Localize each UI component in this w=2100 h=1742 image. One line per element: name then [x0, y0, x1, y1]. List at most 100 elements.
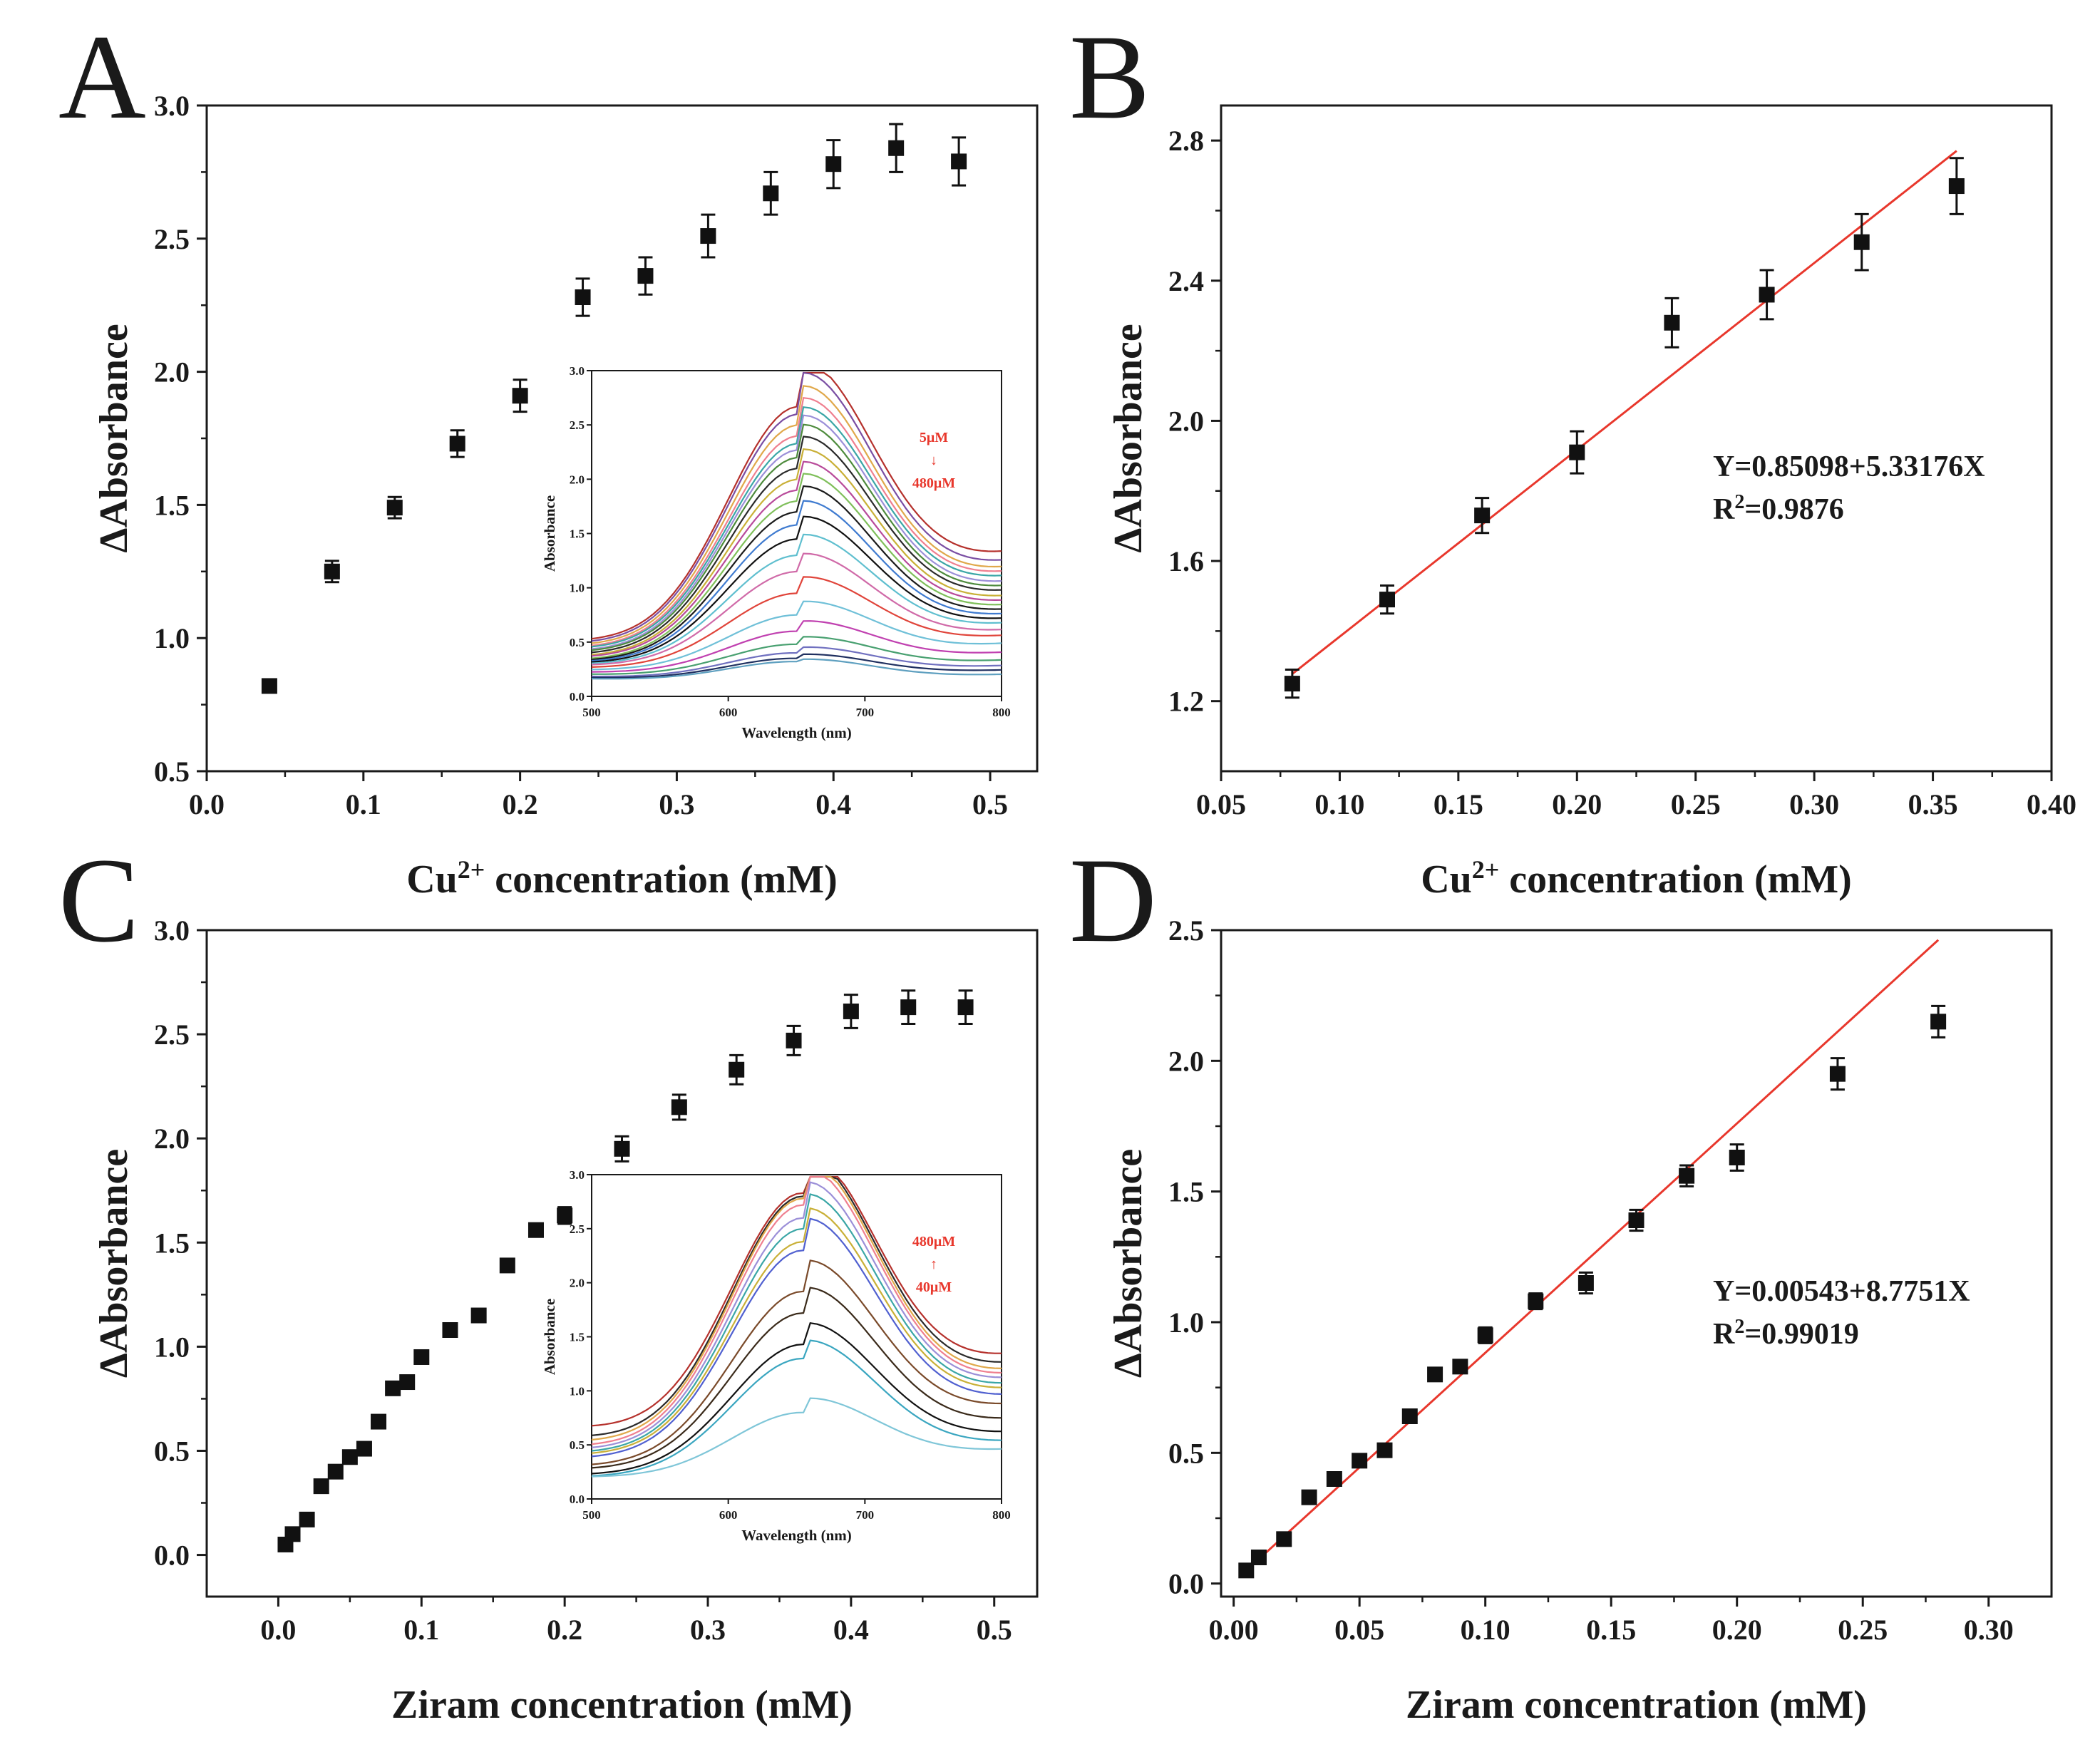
x-axis-title-text: Ziram concentration (mM) — [1406, 1683, 1867, 1727]
inset-y-tick-label: 2.5 — [570, 1222, 585, 1236]
regression-equation: Y=0.85098+5.33176X — [1713, 450, 1985, 483]
spectrum-line — [591, 1207, 1002, 1454]
data-point — [327, 1463, 344, 1480]
data-point — [1276, 1531, 1292, 1547]
inset-x-axis-title: Wavelength (nm) — [741, 1527, 852, 1544]
spectrum-line — [591, 600, 1002, 671]
x-tick-label: 0.5 — [977, 1614, 1012, 1646]
data-point — [700, 228, 716, 244]
data-point — [356, 1440, 372, 1457]
spectrum-line — [591, 653, 1002, 679]
x-axis-title-text: Cu — [406, 857, 458, 902]
data-point — [729, 1061, 745, 1078]
x-tick-label: 0.1 — [346, 788, 381, 820]
inset-x-axis-title: Wavelength (nm) — [741, 724, 852, 741]
data-point — [470, 1307, 487, 1324]
data-point — [1301, 1489, 1317, 1505]
x-axis-title-tail: concentration (mM) — [1499, 857, 1852, 902]
spectrum-line — [591, 371, 1002, 640]
spectrum-line — [591, 485, 1002, 661]
inset-spectra: 500 600 700 800 0.0 0.5 1.0 1.5 2.0 2.5 3.0 Wavelen… — [541, 364, 1011, 741]
inset-annotation-arrow: ↑ — [930, 1257, 937, 1272]
data-point — [957, 999, 974, 1016]
panel-letter: D — [1069, 833, 1157, 967]
data-point — [888, 140, 905, 156]
data-point — [1474, 507, 1491, 524]
y-tick-label: 3.0 — [154, 914, 190, 947]
x-tick-label: 0.20 — [1712, 1614, 1762, 1646]
data-point — [614, 1140, 630, 1157]
inset-x-tick-label: 500 — [582, 706, 601, 719]
inset-x-tick-label: 800 — [992, 1508, 1011, 1522]
spectrum-line — [591, 576, 1002, 668]
spectrum-line — [591, 406, 1002, 648]
x-tick-label: 0.10 — [1461, 1614, 1510, 1646]
data-point — [512, 388, 528, 404]
inset-x-tick-label: 700 — [856, 1508, 875, 1522]
data-point — [1528, 1293, 1544, 1309]
y-axis-title: ΔAbsorbance — [92, 1149, 136, 1378]
inset-y-tick-label: 0.5 — [570, 636, 585, 649]
spectrum-line — [591, 646, 1002, 678]
x-axis-title-text: Cu — [1421, 857, 1472, 902]
spectrum-line — [591, 515, 1002, 663]
r-squared-value: =0.9876 — [1744, 493, 1843, 526]
spectrum-line — [591, 385, 1002, 644]
x-axis-title-superscript: 2+ — [1472, 855, 1500, 884]
inset-annotation-end: 480μM — [912, 475, 955, 491]
r-squared-superscript: 2 — [1734, 1316, 1744, 1338]
data-point — [1679, 1168, 1695, 1184]
y-tick-label: 2.0 — [1168, 405, 1204, 437]
regression-equation: Y=0.00543+8.7751X — [1713, 1275, 1970, 1308]
x-tick-label: 0.25 — [1671, 788, 1721, 820]
inset-x-tick-label: 600 — [719, 1508, 738, 1522]
spectrum-line — [591, 1181, 1002, 1448]
data-point — [1326, 1471, 1342, 1487]
y-tick-label: 0.5 — [154, 1435, 190, 1467]
x-axis-title: Cu2+ concentration (mM) — [406, 855, 838, 902]
data-point — [313, 1478, 329, 1495]
fit-line — [1245, 939, 1940, 1572]
r-squared-superscript: 2 — [1734, 491, 1744, 513]
x-axis-title-tail: concentration (mM) — [485, 857, 838, 902]
inset-y-tick-label: 0.0 — [570, 690, 585, 704]
inset-x-tick-label: 700 — [856, 706, 875, 719]
spectrum-line — [591, 620, 1002, 673]
inset-y-tick-label: 1.5 — [570, 527, 585, 541]
y-tick-label: 2.0 — [154, 356, 190, 388]
spectrum-line — [591, 396, 1002, 646]
inset-y-tick-label: 2.5 — [570, 418, 585, 432]
spectrum-line — [591, 460, 1002, 657]
inset-y-tick-label: 0.0 — [570, 1493, 585, 1506]
data-point — [1452, 1359, 1468, 1375]
r-squared: R2=0.9876 — [1713, 491, 1844, 527]
spectrum-line — [591, 436, 1002, 654]
x-tick-label: 0.0 — [260, 1614, 296, 1646]
spectrum-line — [591, 1175, 1002, 1441]
data-point — [637, 268, 654, 284]
y-tick-label: 3.0 — [154, 90, 190, 122]
plot-frame — [205, 929, 1039, 1598]
x-tick-label: 0.5 — [972, 788, 1008, 820]
data-point — [951, 153, 967, 170]
panel-c: C 0.0 0.1 0.2 0.3 0.4 0.5 0.0 0.5 1.0 1.5 2.0 2.5 3.0… — [58, 833, 1039, 1727]
data-point — [843, 1003, 859, 1019]
data-point — [499, 1257, 515, 1274]
y-tick-label: 2.5 — [154, 1019, 190, 1051]
r-squared-label: R — [1713, 493, 1735, 526]
spectrum-line — [591, 1217, 1002, 1458]
spectrum-line — [591, 1175, 1002, 1427]
x-axis-title-text: Ziram concentration (mM) — [391, 1683, 853, 1727]
y-tick-label: 1.0 — [154, 1331, 190, 1363]
x-tick-label: 0.1 — [403, 1614, 439, 1646]
spectrum-line — [591, 1397, 1002, 1478]
y-tick-label: 1.0 — [1168, 1306, 1204, 1339]
panel-letter: A — [58, 10, 146, 144]
panel-letter: C — [58, 833, 139, 967]
y-tick-label: 2.5 — [1168, 914, 1204, 947]
inset-y-axis-title: Absorbance — [541, 1299, 558, 1375]
data-point — [341, 1449, 358, 1465]
x-axis-title: Ziram concentration (mM) — [1406, 1683, 1867, 1727]
y-axis-title: ΔAbsorbance — [1106, 324, 1151, 552]
